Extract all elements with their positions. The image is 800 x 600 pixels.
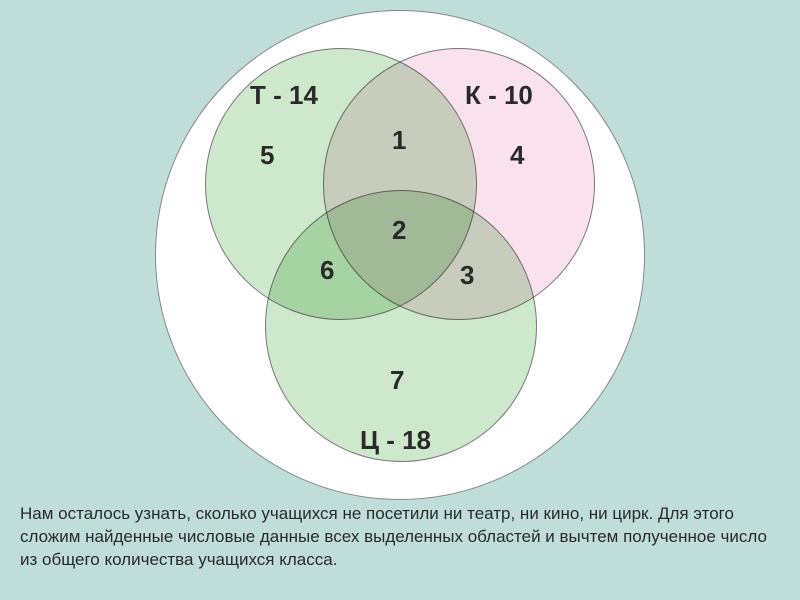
region-t-and-k: 1	[392, 125, 406, 156]
caption-text: Нам осталось узнать, сколько учащихся не…	[20, 503, 780, 572]
region-t-k-c: 2	[392, 215, 406, 246]
set-label-c: Ц - 18	[360, 425, 431, 456]
region-only-k: 4	[510, 140, 524, 171]
region-k-and-c: 3	[460, 260, 474, 291]
region-t-and-c: 6	[320, 255, 334, 286]
region-only-c: 7	[390, 365, 404, 396]
region-only-t: 5	[260, 140, 274, 171]
set-label-k: К - 10	[465, 80, 533, 111]
set-label-t: Т - 14	[250, 80, 318, 111]
venn-diagram: Т - 14 К - 10 Ц - 18 5 4 7 1 6 3 2	[155, 10, 645, 500]
